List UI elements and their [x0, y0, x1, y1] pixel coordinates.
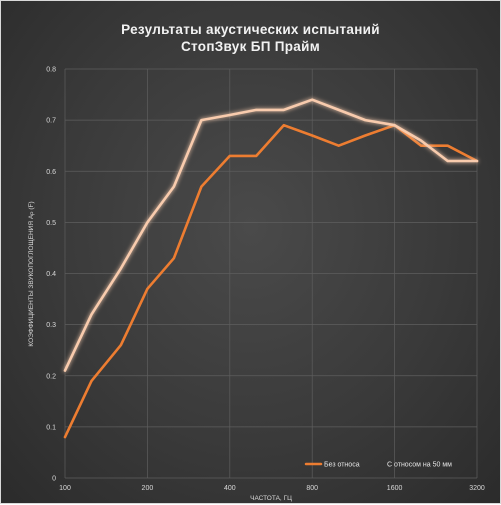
series-line-1 — [63, 123, 479, 439]
legend-label-series-2: С относом на 50 мм — [387, 462, 452, 469]
y-tick-label: 0.7 — [46, 118, 56, 125]
chart-title: Результаты акустических испытаний СтопЗв… — [1, 21, 500, 55]
series-line-2 — [63, 98, 479, 372]
x-tick-label: 100 — [59, 485, 71, 492]
x-axis-title: ЧАСТОТА, ГЦ — [250, 495, 292, 502]
x-tick-label: 3200 — [469, 485, 485, 492]
y-tick-label: 0.2 — [46, 373, 56, 380]
y-tick-label: 0.4 — [46, 271, 56, 278]
y-tick-label: 0.8 — [46, 67, 56, 74]
x-tick-label: 800 — [306, 485, 318, 492]
y-tick-label: 0.5 — [46, 220, 56, 227]
y-axis-title-sub: P — [31, 211, 37, 215]
legend: Без относа С относом на 50 мм — [304, 462, 452, 469]
tick-labels: 0 0.1 0.2 0.3 0.4 0.5 0.6 0.7 0.8 100 200 400 800 160… — [46, 67, 485, 493]
x-tick-label: 1600 — [387, 485, 403, 492]
chart-title-line-2: СтопЗвук БП Прайм — [180, 39, 321, 54]
y-tick-label: 0.6 — [46, 169, 56, 176]
x-tick-label: 400 — [224, 485, 236, 492]
y-axis-title-main: КОЭФФИЦИЕНТЫ ЗВУКОПОГЛОЩЕНИЯ A — [28, 214, 35, 346]
x-tick-label: 200 — [142, 485, 154, 492]
y-tick-label: 0.1 — [46, 424, 56, 431]
y-tick-label: 0.3 — [46, 322, 56, 329]
chart-title-line-1: Результаты акустических испытаний — [121, 22, 380, 37]
legend-label-series-1: Без относа — [324, 462, 360, 469]
y-axis-title: КОЭФФИЦИЕНТЫ ЗВУКОПОГЛОЩЕНИЯ AP (F) — [28, 201, 37, 346]
gridlines — [64, 68, 478, 479]
y-tick-label: 0 — [52, 476, 56, 483]
y-axis-title-suffix: (F) — [28, 201, 35, 211]
series-lines — [63, 98, 479, 439]
